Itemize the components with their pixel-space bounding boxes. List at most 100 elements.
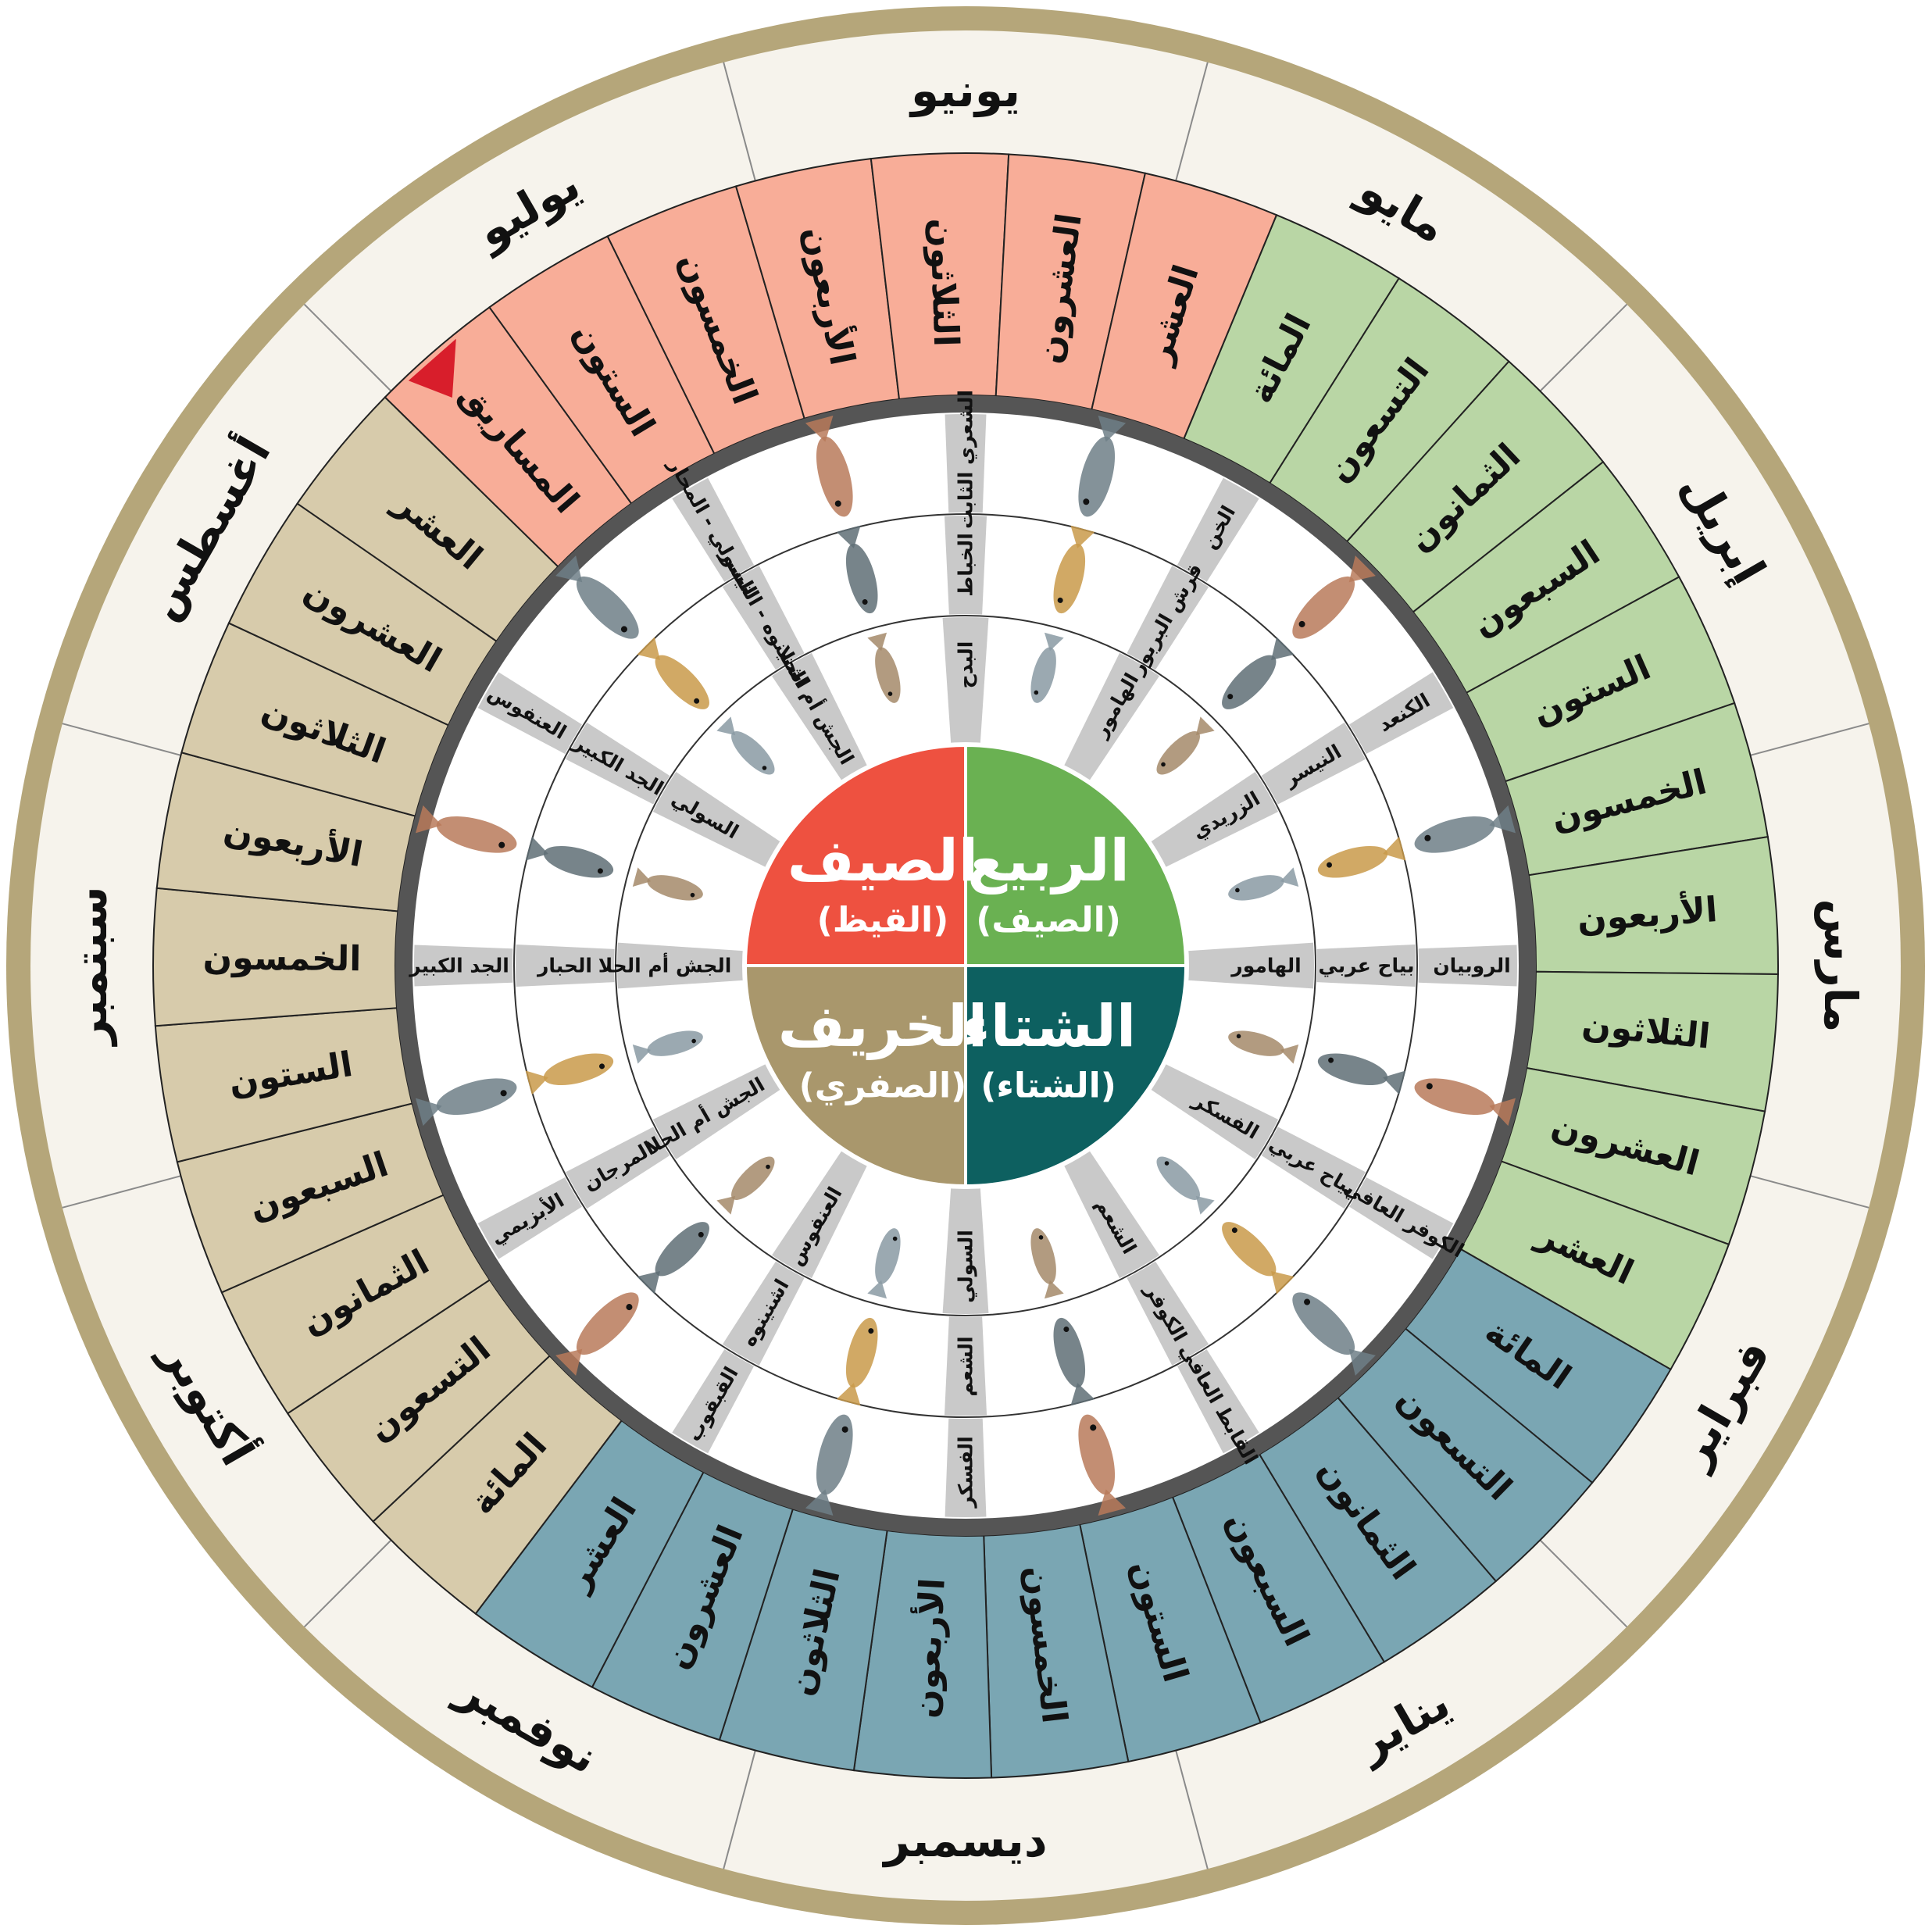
fish-icon: [1053, 1317, 1095, 1406]
season-local-name: (الصفري): [799, 1066, 967, 1106]
fish-name-label: الشعم: [955, 1336, 977, 1396]
fish-icon: [525, 836, 614, 878]
fish-icon: [1414, 805, 1516, 853]
fish-name-label: البدح: [955, 641, 977, 689]
fish-spoke: [672, 1349, 755, 1454]
month-divider: [303, 303, 392, 392]
fish-name-label: السولي: [955, 1230, 978, 1303]
fish-spoke: [945, 414, 987, 513]
fish-icon: [1156, 1156, 1215, 1215]
fish-spoke: [942, 616, 989, 745]
fish-icon: [836, 1317, 878, 1406]
hub-quadrant-winter: [964, 964, 1188, 1188]
fish-icon: [1222, 637, 1295, 709]
fish-icon: [637, 1222, 709, 1295]
fish-spoke: [477, 672, 582, 755]
fish-name-label: الفسكر: [955, 1436, 978, 1509]
fish-name-label: الهامور: [1230, 955, 1301, 978]
fish-spoke: [1177, 477, 1259, 582]
season-name: الشتاء: [961, 993, 1136, 1060]
season-name: الخريف: [778, 993, 987, 1060]
fish-icon: [1228, 1030, 1299, 1064]
fish-spoke: [772, 652, 868, 781]
fish-spoke: [672, 477, 755, 582]
period-label: الأربعون: [904, 1577, 952, 1720]
fish-ring-divider: [615, 615, 1316, 1316]
hub-quadrant-autumn: [743, 964, 967, 1188]
month-divider: [1175, 62, 1209, 181]
month-label: مارس: [1814, 898, 1867, 1032]
fish-spoke: [515, 944, 615, 987]
fish-icon: [1053, 525, 1095, 614]
fish-spoke: [477, 1177, 582, 1259]
fish-icon: [1156, 716, 1215, 775]
fish-spoke: [772, 1150, 868, 1279]
fish-spoke: [1063, 1150, 1159, 1279]
fish-icon: [1317, 1053, 1406, 1095]
fish-spoke: [1261, 1127, 1366, 1209]
hub-quadrant-summer: [743, 743, 967, 967]
fish-spoke: [1187, 942, 1314, 989]
period-label: الخمسون: [202, 937, 361, 979]
fish-icon: [1317, 836, 1406, 878]
fish-spoke: [722, 566, 805, 670]
fish-spoke: [1316, 944, 1416, 987]
season-name: الربيع: [967, 827, 1130, 895]
fish-spoke: [942, 1187, 989, 1314]
fish-spoke: [566, 722, 670, 805]
month-divider: [62, 1175, 181, 1209]
fish-spoke: [1127, 1261, 1209, 1366]
season-hub: الربيع (الصيف) الشتاء (الشتاء) الخريف (الصفري…: [742, 742, 1189, 1189]
fish-icon: [416, 1078, 517, 1127]
fish-spoke: [945, 1418, 987, 1517]
month-label: ديسمبر: [881, 1814, 1047, 1868]
fish-icon: [632, 1030, 703, 1064]
fish-spoke: [414, 945, 513, 987]
month-divider: [303, 1539, 392, 1628]
month-divider: [1750, 723, 1870, 756]
fish-spoke: [1418, 945, 1517, 987]
fish-spoke: [1063, 652, 1159, 781]
fish-spoke: [1261, 722, 1366, 805]
month-label: يونيو: [909, 64, 1020, 118]
fish-icon: [525, 1053, 614, 1095]
hub-quadrant-spring: [964, 743, 1188, 967]
fish-icon: [1292, 555, 1376, 639]
month-label: سبتمبر: [64, 886, 118, 1047]
fish-ring-divider: [513, 513, 1418, 1418]
season-local-name: (الصيف): [976, 900, 1121, 940]
fish-spoke: [944, 516, 987, 615]
fish-icon: [1228, 867, 1299, 901]
fish-spoke: [1127, 566, 1209, 670]
fish-icon: [632, 867, 703, 901]
fish-icon: [805, 1414, 853, 1516]
season-local-name: (القيظ): [817, 900, 949, 940]
pointer-marker: [408, 338, 456, 398]
fish-spoke: [722, 1261, 805, 1366]
fish-icon: [716, 1156, 775, 1215]
fish-icon: [555, 555, 639, 639]
fish-icon: [836, 525, 878, 614]
fish-name-label: الجد الكبير: [408, 955, 509, 978]
fish-spoke: [652, 772, 781, 868]
fish-spoke: [1150, 1063, 1279, 1159]
fish-spoke: [1177, 1349, 1259, 1454]
fish-icon: [805, 416, 853, 517]
fish-spoke: [652, 1063, 781, 1159]
fish-name-label: الروبيان: [1433, 955, 1510, 978]
fish-name-label: الخباط: [955, 533, 977, 597]
fish-icon: [637, 637, 709, 709]
fish-icon: [1414, 1078, 1516, 1127]
season-local-name: (الشتاء): [980, 1066, 1116, 1106]
fish-icon: [1078, 1414, 1127, 1516]
month-divider: [723, 1750, 756, 1870]
fish-icon: [555, 1292, 639, 1376]
fish-icon: [1222, 1222, 1295, 1295]
fish-icon: [867, 1228, 901, 1299]
fish-spoke: [1150, 772, 1279, 868]
month-divider: [723, 62, 756, 181]
month-divider: [1539, 1539, 1628, 1628]
fish-spoke: [1349, 1177, 1454, 1259]
fish-spoke: [616, 942, 745, 989]
fish-icon: [1078, 416, 1127, 517]
